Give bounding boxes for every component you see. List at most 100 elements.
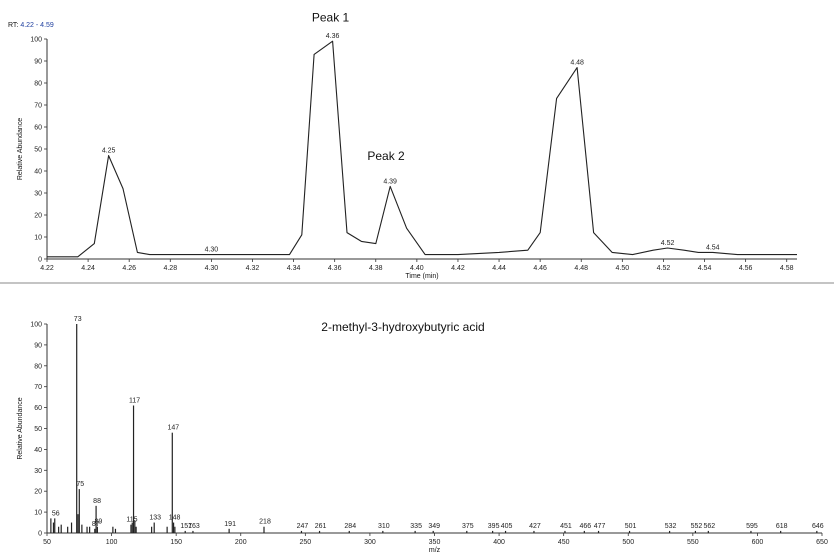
peak-rt-label: 4.54 [706, 244, 720, 251]
chromatogram-x-tick-label: 4.56 [739, 265, 753, 272]
spectrum-x-tick-label: 250 [299, 539, 311, 546]
spectrum-peak-label: 75 [76, 481, 84, 488]
spectrum-title: 2-methyl-3-hydroxybutyric acid [321, 320, 484, 334]
spectrum-peak-label: 133 [149, 515, 161, 522]
chromatogram-x-tick-label: 4.44 [492, 265, 506, 272]
peak-rt-label: 4.30 [205, 247, 219, 254]
spectrum-x-tick-label: 350 [429, 539, 441, 546]
spectrum-x-axis-label: m/z [429, 547, 441, 554]
chromatogram-x-tick-label: 4.22 [40, 265, 54, 272]
spectrum-x-tick-label: 450 [558, 539, 570, 546]
chromatogram-x-tick-label: 4.32 [246, 265, 260, 272]
spectrum-peak-label: 89 [94, 519, 102, 526]
chromatogram-x-tick-label: 4.28 [163, 265, 177, 272]
chromatogram-y-tick-label: 50 [34, 147, 42, 154]
rt-prefix: RT: [8, 22, 20, 29]
spectrum-peak-label: 405 [501, 523, 513, 530]
spectrum-y-tick-label: 10 [34, 510, 42, 517]
spectrum-x-tick-label: 650 [816, 539, 828, 546]
spectrum-y-tick-label: 100 [30, 322, 42, 329]
chromatogram-x-tick-label: 4.34 [287, 265, 301, 272]
spectrum-y-tick-label: 30 [34, 468, 42, 475]
spectrum-peak-label: 284 [344, 523, 356, 530]
spectrum-y-tick-label: 0 [38, 531, 42, 538]
chromatogram-x-tick-label: 4.36 [328, 265, 342, 272]
spectrum-peak-label: 115 [126, 517, 137, 524]
chromatogram-x-tick-label: 4.42 [451, 265, 465, 272]
rt-range-label: RT: 4.22 - 4.59 [8, 22, 54, 29]
spectrum-x-tick-label: 100 [106, 539, 118, 546]
chromatogram-x-tick-label: 4.52 [657, 265, 671, 272]
spectrum-peak-label: 532 [665, 523, 677, 530]
chromatogram-y-tick-label: 60 [34, 125, 42, 132]
spectrum-x-tick-label: 300 [364, 539, 376, 546]
chromatogram-x-tick-label: 4.26 [122, 265, 136, 272]
peak-rt-label: 4.48 [570, 60, 584, 67]
chromatogram-y-tick-label: 20 [34, 213, 42, 220]
mass-spectrum-panel: 0 10 20 30 40 50 60 70 80 90 100 50 100 150 200 250 300 3… [17, 316, 828, 554]
spectrum-y-tick-label: 80 [34, 363, 42, 370]
rt-range-value: 4.22 - 4.59 [20, 22, 54, 29]
chromatogram-x-tick-label: 4.40 [410, 265, 424, 272]
spectrum-peak-label: 310 [378, 523, 390, 530]
spectrum-y-tick-label: 50 [34, 426, 42, 433]
spectrum-peak-label: 191 [224, 521, 236, 528]
spectrum-peak-label: 73 [74, 316, 82, 323]
chromatogram-y-tick-label: 0 [38, 257, 42, 264]
chromatogram-x-tick-label: 4.58 [780, 265, 794, 272]
spectrum-peak-label: 552 [691, 523, 703, 530]
chromatogram-x-tick-label: 4.38 [369, 265, 383, 272]
chromatogram-x-tick-label: 4.50 [616, 265, 630, 272]
spectrum-peak-label: 595 [746, 523, 758, 530]
spectrum-x-tick-label: 400 [493, 539, 505, 546]
chromatogram-trace [47, 40, 797, 258]
spectrum-peak-label: 56 [52, 510, 60, 517]
chromatogram-x-tick-label: 4.24 [81, 265, 95, 272]
spectrum-x-tick-label: 550 [687, 539, 699, 546]
spectrum-peak-label: 562 [703, 523, 715, 530]
spectrum-y-axis-label: Relative Abundance [17, 397, 24, 459]
spectrum-y-tick-label: 90 [34, 342, 42, 349]
spectrum-peak-label: 261 [315, 523, 327, 530]
chromatogram-x-tick-label: 4.30 [205, 265, 219, 272]
chromatogram-x-tick-label: 4.46 [533, 265, 547, 272]
spectrum-y-tick-label: 40 [34, 447, 42, 454]
spectrum-peak-label: 335 [410, 523, 422, 530]
chromatogram-y-axis-label: Relative Abundance [17, 118, 24, 180]
spectrum-peak-label: 646 [812, 523, 824, 530]
spectrum-peak-label: 247 [297, 523, 309, 530]
spectrum-peak-label: 501 [625, 523, 637, 530]
chromatogram-panel: 0 10 20 30 40 50 60 70 80 90 100 4.22 4.24 4.26 4.28 4.… [8, 10, 797, 280]
peak-annotation: Peak 1 [312, 10, 350, 24]
chromatogram-y-tick-label: 90 [34, 59, 42, 66]
spectrum-peak-label: 349 [428, 523, 440, 530]
spectrum-peak-label: 395 [488, 523, 500, 530]
spectrum-peak-label: 466 [579, 523, 591, 530]
spectrum-x-tick-label: 200 [235, 539, 247, 546]
peak-rt-label: 4.39 [383, 178, 397, 185]
chromatogram-y-tick-label: 70 [34, 103, 42, 110]
peak-rt-label: 4.52 [661, 240, 675, 247]
spectrum-x-tick-label: 500 [622, 539, 634, 546]
chromatogram-y-tick-label: 40 [34, 169, 42, 176]
spectrum-peak-label: 451 [560, 523, 572, 530]
spectrum-peak-label: 148 [169, 515, 181, 522]
spectrum-y-tick-label: 20 [34, 489, 42, 496]
spectrum-peak-label: 427 [529, 523, 541, 530]
spectrum-x-tick-label: 150 [170, 539, 182, 546]
spectrum-peak-label: 117 [129, 398, 140, 405]
spectrum-x-tick-label: 600 [752, 539, 764, 546]
spectrum-peak-label: 618 [776, 523, 788, 530]
spectrum-y-tick-label: 60 [34, 405, 42, 412]
peak-rt-label: 4.36 [326, 33, 340, 40]
chromatogram-x-tick-label: 4.48 [574, 265, 588, 272]
chromatogram-y-tick-label: 30 [34, 191, 42, 198]
peak-annotation: Peak 2 [367, 149, 405, 163]
spectrum-peak-label: 147 [167, 425, 179, 432]
chromatogram-y-tick-label: 80 [34, 81, 42, 88]
spectrum-peak-label: 88 [93, 498, 101, 505]
chromatogram-x-tick-label: 4.54 [698, 265, 712, 272]
chromatogram-x-axis-label: Time (min) [405, 273, 438, 280]
chromatogram-y-tick-label: 10 [34, 235, 42, 242]
